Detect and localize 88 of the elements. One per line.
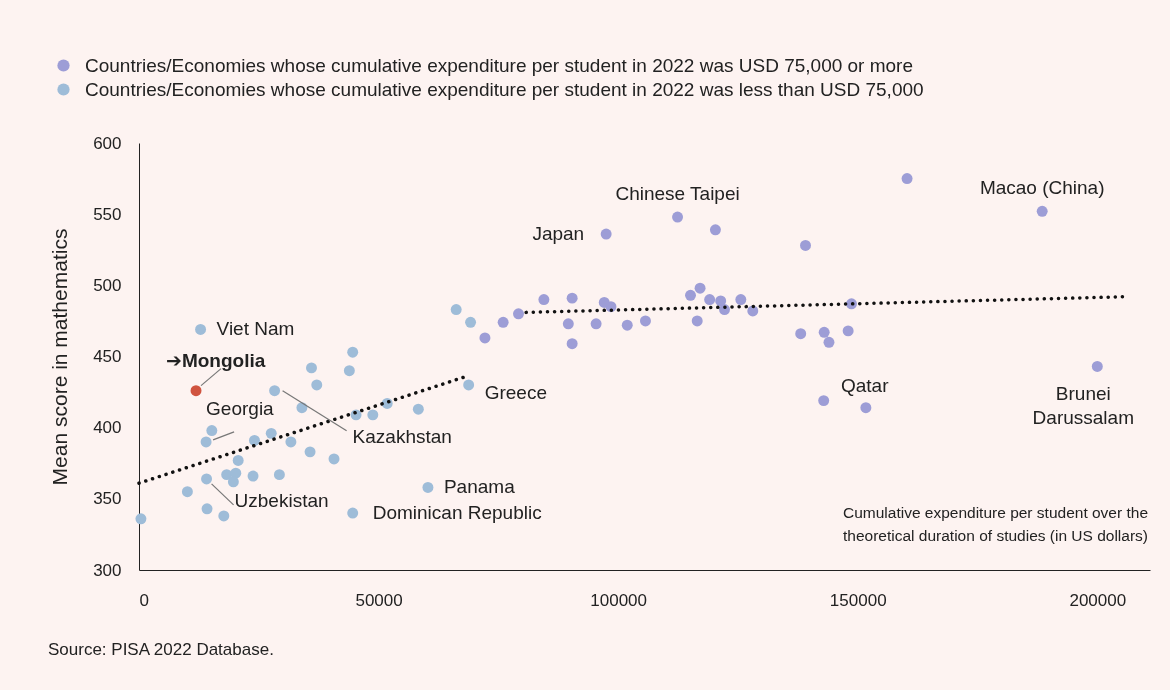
annotation: Chinese Taipei	[615, 183, 740, 205]
point	[1036, 205, 1048, 217]
point	[463, 379, 475, 391]
point	[694, 282, 706, 294]
point	[497, 316, 509, 328]
point	[249, 435, 260, 446]
point	[311, 379, 323, 391]
annotation: Georgia	[206, 397, 275, 419]
annotation: Dominican Republic	[372, 502, 542, 524]
annotation: Viet Nam	[216, 318, 295, 340]
point	[273, 469, 285, 481]
point	[269, 385, 281, 397]
point	[1091, 361, 1103, 372]
point	[566, 292, 578, 304]
x-tick-label: 150000	[829, 590, 887, 610]
point	[823, 336, 835, 348]
point	[412, 403, 424, 415]
y-tick-label: 500	[93, 275, 122, 295]
point	[347, 346, 359, 358]
annotation: ➔Mongolia	[166, 349, 266, 371]
point	[195, 323, 207, 335]
point	[218, 510, 230, 522]
point	[265, 427, 277, 439]
y-tick-label: 400	[93, 418, 122, 438]
annotation: Macao (China)	[979, 177, 1105, 199]
point	[347, 507, 359, 519]
point	[422, 481, 434, 493]
point	[691, 315, 703, 327]
annotation: Kazakhstan	[352, 425, 452, 447]
point	[367, 409, 379, 421]
point	[328, 453, 340, 465]
annotation: Brunei Darussalam	[1032, 383, 1134, 429]
point	[709, 224, 721, 236]
point	[538, 294, 550, 306]
point	[672, 211, 684, 223]
x-tick-label: 50000	[355, 590, 403, 610]
point	[842, 325, 854, 337]
annotation: Uzbekistan	[234, 489, 329, 511]
x-tick-label: 200000	[1069, 590, 1127, 610]
point	[479, 332, 491, 344]
point	[860, 402, 872, 414]
point	[227, 476, 239, 488]
y-tick-label: 450	[93, 347, 122, 366]
point	[450, 304, 462, 315]
point	[818, 395, 830, 407]
x-axis-title: Cumulative expenditure per student over the theoretical duration of studies (in US dollars)	[842, 504, 1148, 544]
point	[562, 318, 574, 330]
annotation: Panama	[443, 476, 516, 498]
legend-label: Countries/Economies whose cumulative expenditure per student in 2022 was USD 75,000 or more	[85, 54, 914, 76]
point	[343, 365, 355, 377]
annotation: Qatar	[840, 374, 890, 396]
point	[901, 173, 913, 185]
point	[206, 425, 218, 436]
point	[639, 315, 651, 327]
point	[800, 240, 811, 251]
annotation: Greece	[484, 381, 547, 403]
y-axis-title: Mean score in mathematics	[48, 228, 72, 486]
point	[566, 338, 578, 350]
x-tick-label: 0	[139, 590, 149, 610]
point	[232, 454, 244, 466]
point	[600, 228, 612, 240]
y-tick-label: 350	[93, 489, 122, 509]
source-note: Source: PISA 2022 Database.	[48, 640, 274, 659]
point	[685, 289, 696, 301]
point	[621, 319, 633, 331]
point	[201, 473, 213, 485]
point	[465, 316, 477, 328]
point	[306, 362, 317, 374]
point	[590, 318, 602, 330]
legend-label: Countries/Economies whose cumulative expenditure per student in 2022 was less than USD 75,000	[85, 78, 924, 100]
annotation: Japan	[532, 223, 585, 245]
point	[304, 446, 316, 458]
point	[200, 436, 212, 448]
point	[704, 294, 716, 306]
y-tick-label: 600	[93, 133, 122, 153]
y-tick-label: 300	[93, 560, 122, 580]
point	[247, 470, 259, 482]
point	[795, 328, 807, 340]
point	[513, 308, 524, 320]
point	[285, 436, 297, 448]
x-tick-label: 100000	[590, 590, 648, 610]
point	[735, 294, 747, 306]
point	[818, 326, 830, 338]
point	[201, 503, 213, 515]
point	[181, 486, 193, 498]
point	[190, 385, 202, 397]
point	[135, 513, 147, 525]
y-tick-label: 550	[93, 204, 122, 224]
